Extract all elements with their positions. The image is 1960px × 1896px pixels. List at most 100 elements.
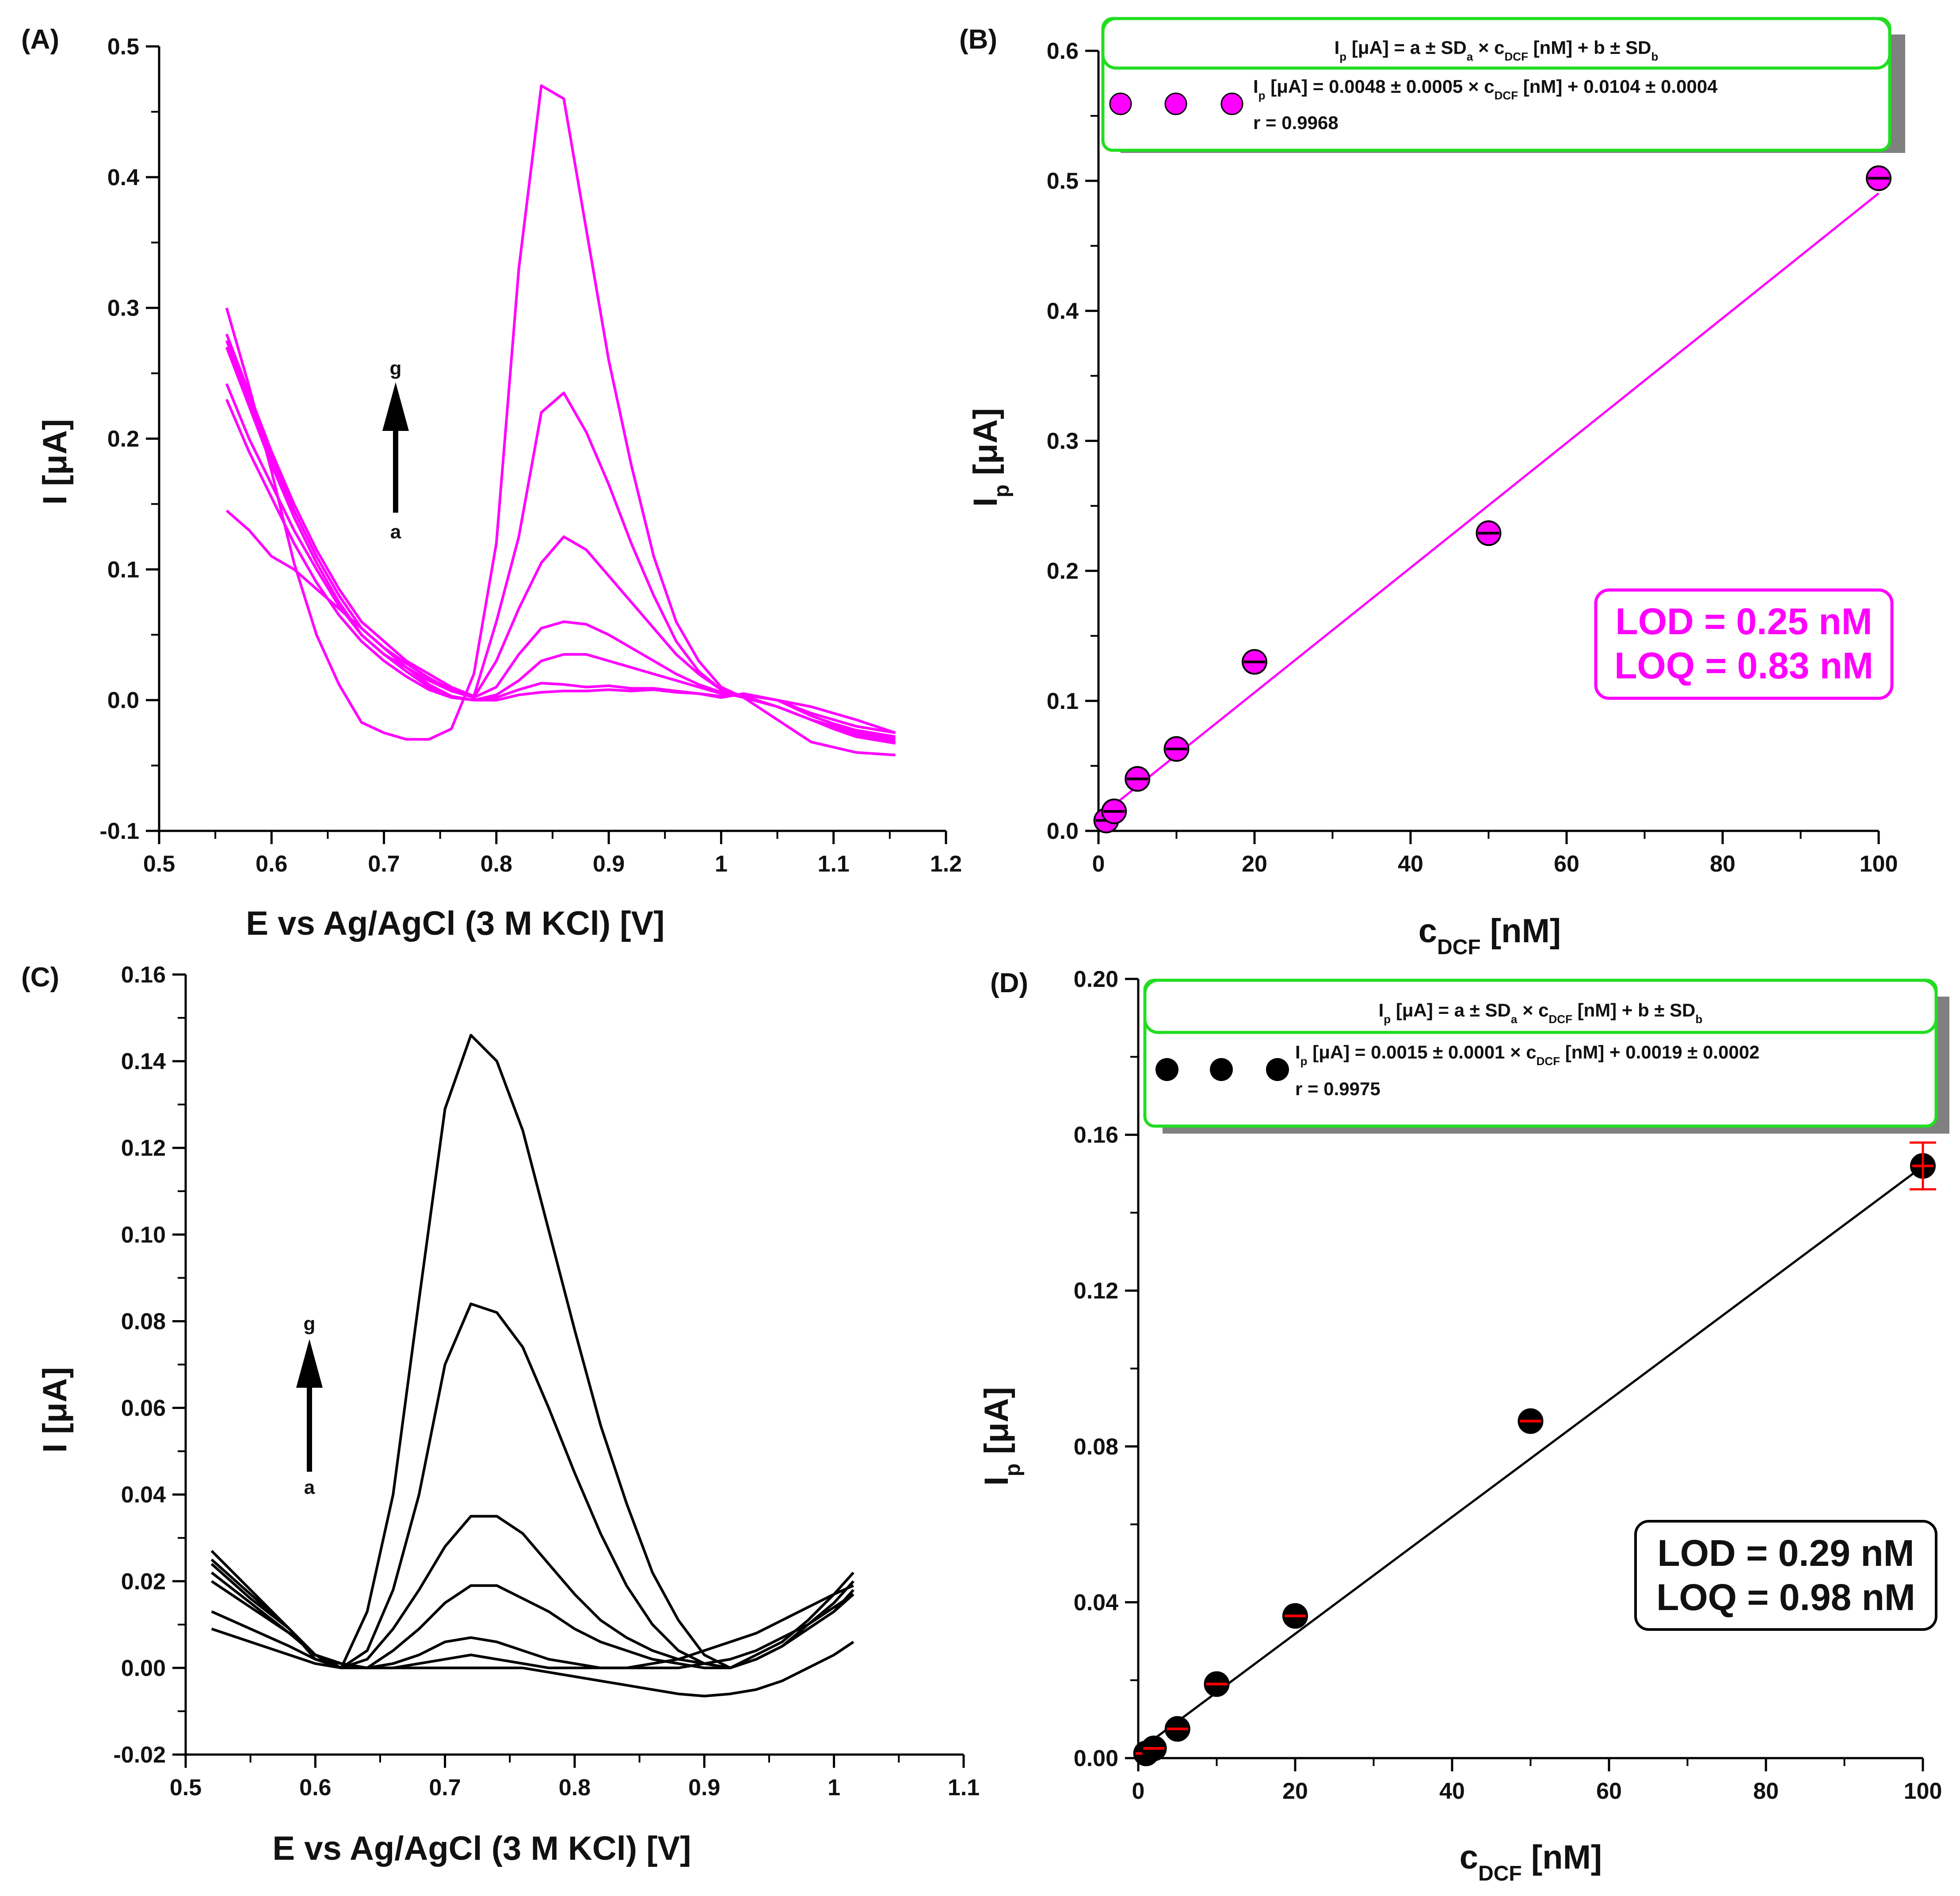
y-tick-label: 0.1 bbox=[107, 557, 139, 583]
legend-header-frame bbox=[1143, 978, 1938, 1034]
fit-line bbox=[1098, 192, 1880, 819]
panel-c: (C) 0.5 0.6 0.7 0.8 0.9 1 1.1 -0.02 0.00 0.02 0.04… bbox=[21, 962, 980, 1867]
legend-r-d: r = 0.9975 bbox=[1295, 1078, 1380, 1099]
panel-d: (D) 0 20 40 60 80 100 0.00 0.04 0.08 0.12 0.16 0.20… bbox=[978, 967, 1949, 1885]
y-axis-title-c: I [μA] bbox=[36, 1367, 74, 1453]
x-tick-label: 0.6 bbox=[299, 1775, 331, 1801]
y-tick-label: 0.04 bbox=[1074, 1590, 1118, 1615]
x-tick-label: 0.9 bbox=[593, 851, 625, 877]
x-axis-title-a: E vs Ag/AgCl (3 M KCl) [V] bbox=[246, 905, 664, 942]
legend-b: Ip [μA] = a ± SDa × cDCF [nM] + b ± SDb … bbox=[1101, 17, 1905, 153]
fit-line bbox=[1137, 1165, 1924, 1752]
series-line-a bbox=[211, 1627, 854, 1698]
y-tick-label: 0.06 bbox=[121, 1396, 166, 1421]
x-axis-title-d: cDCF [nM] bbox=[1460, 1839, 1602, 1885]
x-tick-label: 1 bbox=[715, 851, 728, 877]
lod-text-b: LOD = 0.25 nM bbox=[1615, 601, 1872, 642]
y-tick-label: 0.6 bbox=[1047, 38, 1079, 64]
y-tick-label: 0.08 bbox=[1074, 1434, 1118, 1460]
y-tick-label: 0.0 bbox=[107, 688, 139, 713]
x-tick-label: 1 bbox=[827, 1775, 840, 1801]
x-tick-label: 20 bbox=[1242, 851, 1267, 877]
x-tick-label: 80 bbox=[1753, 1778, 1779, 1804]
panel-label-c: (C) bbox=[21, 962, 59, 993]
x-tick-label: 60 bbox=[1596, 1778, 1622, 1804]
panel-label-a: (A) bbox=[21, 24, 59, 55]
panel-c-plot bbox=[210, 1034, 854, 1698]
legend-d: Ip [μA] = a ± SDa × cDCF [nM] + b ± SDb … bbox=[1143, 978, 1949, 1134]
arrow-label-top: g bbox=[304, 1313, 316, 1335]
x-tick-label: 20 bbox=[1282, 1778, 1308, 1804]
x-tick-label: 1.2 bbox=[930, 851, 962, 877]
y-tick-label: 0.4 bbox=[1047, 298, 1079, 324]
series-line-c bbox=[225, 383, 896, 738]
x-tick-label: 1.1 bbox=[948, 1775, 980, 1801]
x-axis-title-c: E vs Ag/AgCl (3 M KCl) [V] bbox=[272, 1830, 691, 1867]
y-tick-label: -0.1 bbox=[99, 819, 139, 844]
legend-marker bbox=[1164, 92, 1187, 115]
x-tick-label: 80 bbox=[1710, 851, 1735, 877]
loq-text-b: LOQ = 0.83 nM bbox=[1614, 645, 1873, 686]
y-tick-label: 0.16 bbox=[1074, 1123, 1118, 1148]
y-tick-label: 0.16 bbox=[121, 962, 166, 988]
series-line-g bbox=[225, 84, 896, 757]
x-tick-label: 1.1 bbox=[818, 851, 850, 877]
arrow-head-icon bbox=[296, 1339, 323, 1388]
y-tick-label: 0.3 bbox=[1047, 429, 1079, 454]
lodq-frame bbox=[1594, 588, 1894, 700]
x-tick-label: 0.6 bbox=[255, 851, 287, 877]
panel-a-arrow: g a bbox=[382, 358, 409, 543]
y-axis-title-d: Ip [μA] bbox=[978, 1387, 1025, 1486]
y-tick-label: 0.3 bbox=[107, 296, 139, 321]
lodq-frame bbox=[1634, 1520, 1937, 1631]
legend-header-b: Ip [μA] = a ± SDa × cDCF [nM] + b ± SDb bbox=[1335, 37, 1659, 63]
panel-c-arrow: g a bbox=[296, 1313, 323, 1498]
x-tick-label: 0.5 bbox=[143, 851, 175, 877]
x-tick-label: 0 bbox=[1132, 1778, 1145, 1804]
y-tick-label: 0.5 bbox=[1047, 168, 1079, 194]
arrow-label-bottom: a bbox=[390, 521, 401, 543]
x-tick-label: 100 bbox=[1904, 1778, 1942, 1804]
x-tick-label: 0.9 bbox=[688, 1775, 720, 1801]
series-line-f bbox=[225, 333, 896, 745]
panel-d-axes: 0 20 40 60 80 100 0.00 0.04 0.08 0.12 0.16 0.20 bbox=[1074, 967, 1942, 1804]
y-tick-label: 0.04 bbox=[121, 1482, 166, 1508]
x-tick-label: 0.5 bbox=[170, 1775, 202, 1801]
panel-d-plot bbox=[1133, 1141, 1936, 1767]
y-tick-label: 0.02 bbox=[121, 1569, 166, 1595]
legend-marker bbox=[1109, 92, 1132, 115]
x-axis-title-b: cDCF [nM] bbox=[1419, 912, 1561, 959]
y-tick-label: 0.2 bbox=[107, 426, 139, 452]
series-line-g bbox=[210, 1034, 854, 1669]
y-tick-label: 0.14 bbox=[121, 1049, 166, 1074]
panel-label-d: (D) bbox=[990, 968, 1028, 998]
legend-marker bbox=[1155, 1058, 1178, 1081]
y-tick-label: 0.0 bbox=[1047, 819, 1079, 844]
x-tick-label: 40 bbox=[1398, 851, 1423, 877]
y-tick-label: 0.12 bbox=[121, 1135, 166, 1161]
y-axis-title-a: I [μA] bbox=[36, 419, 74, 505]
y-tick-label: 0.2 bbox=[1047, 559, 1079, 584]
y-tick-label: 0.12 bbox=[1074, 1278, 1118, 1304]
panel-a: (A) 0.5 0.6 0.7 0.8 0.9 1 1.1 1.2-0.10.00.10.20… bbox=[21, 24, 962, 942]
legend-marker bbox=[1210, 1058, 1233, 1081]
series-line-e bbox=[210, 1515, 854, 1669]
panel-label-b: (B) bbox=[959, 24, 997, 55]
arrow-label-bottom: a bbox=[304, 1477, 315, 1498]
lod-text-d: LOD = 0.29 nM bbox=[1657, 1532, 1914, 1574]
x-tick-label: 60 bbox=[1554, 851, 1579, 877]
panel-b: (B) 0 20 40 60 80 100 0.0 0.1 0.2 0.3 0.4 0.5 0.6 Ip… bbox=[959, 17, 1905, 959]
x-tick-label: 0.8 bbox=[480, 851, 512, 877]
series-line-d bbox=[225, 346, 896, 741]
y-axis-title-b: Ip [μA] bbox=[967, 408, 1014, 507]
y-tick-label: 0.10 bbox=[121, 1222, 166, 1248]
panel-b-axes: 0 20 40 60 80 100 0.0 0.1 0.2 0.3 0.4 0.5 0.6 bbox=[1047, 38, 1898, 877]
lodq-box-d: LOD = 0.29 nM LOQ = 0.98 nM bbox=[1634, 1520, 1937, 1631]
legend-equation-d: Ip [μA] = 0.0015 ± 0.0001 × cDCF [nM] + … bbox=[1295, 1042, 1760, 1068]
arrow-label-top: g bbox=[390, 358, 402, 379]
x-tick-label: 0.8 bbox=[559, 1775, 591, 1801]
y-tick-label: 0.00 bbox=[121, 1656, 166, 1681]
x-tick-label: 40 bbox=[1439, 1778, 1465, 1804]
y-tick-label: 0.20 bbox=[1074, 967, 1118, 992]
